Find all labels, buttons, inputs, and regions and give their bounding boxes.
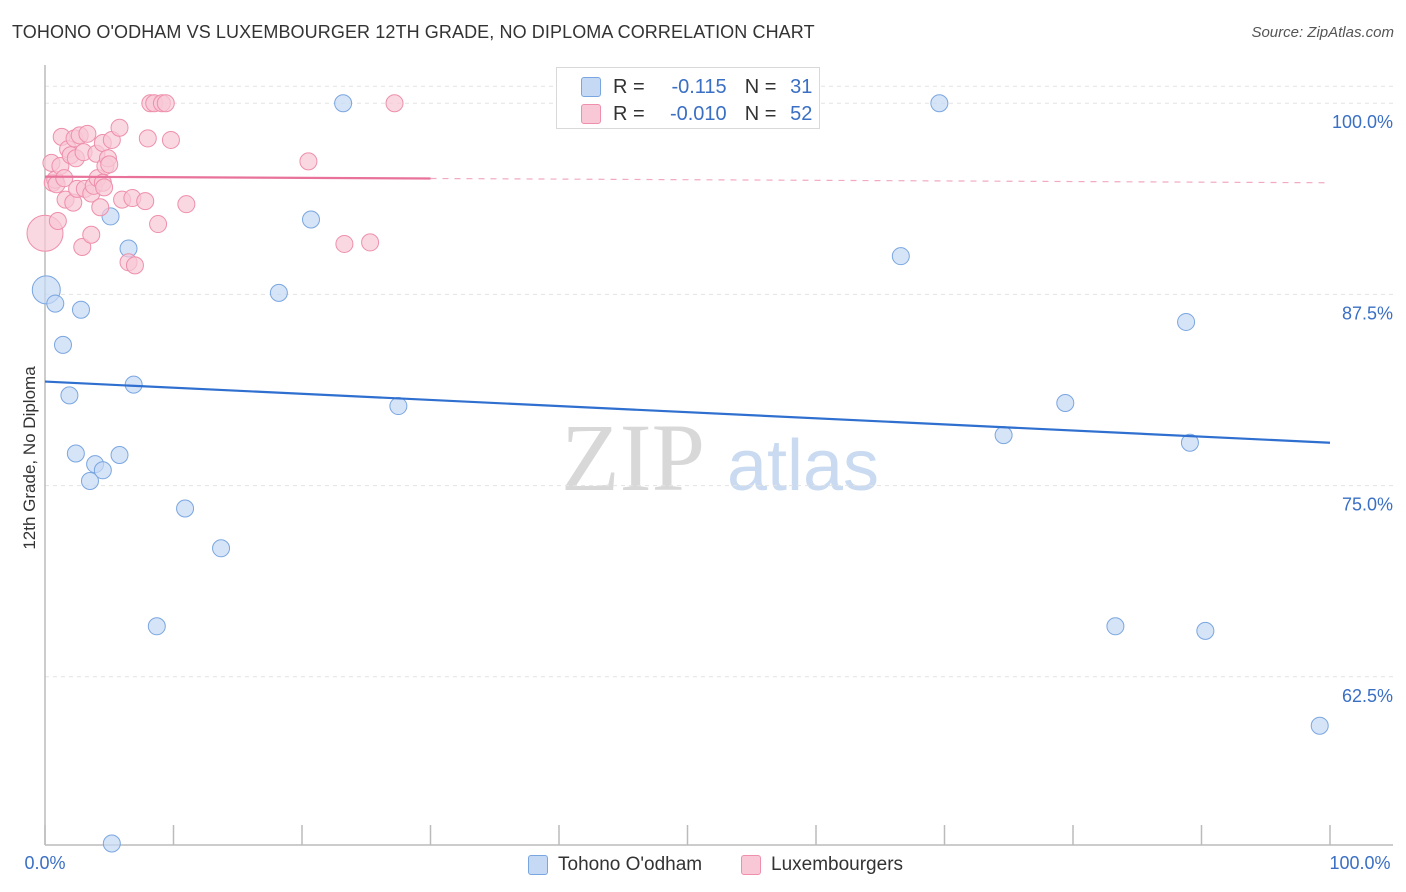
data-point-tohono: [176, 499, 195, 518]
bottom-legend-swatch-blue: [528, 855, 548, 875]
data-point-tohono: [53, 335, 72, 354]
data-point-luxembourger: [82, 225, 101, 244]
x-tick-label: 100.0%: [1329, 853, 1390, 873]
data-point-luxembourger: [91, 198, 110, 217]
data-point-luxembourger: [161, 130, 180, 149]
legend-row-tohono: R = -0.115 N = 31: [581, 75, 812, 99]
data-point-tohono: [80, 472, 99, 490]
data-point-tohono: [212, 539, 231, 558]
source-label: Source: ZipAtlas.com: [1251, 24, 1394, 41]
data-point-tohono: [334, 94, 353, 113]
data-point-tohono: [1196, 621, 1215, 640]
legend-n-label: N =: [744, 75, 777, 98]
bottom-legend-tohono: Tohono O'odham: [528, 852, 702, 878]
data-point-luxembourger: [136, 192, 155, 211]
data-point-luxembourger: [156, 94, 175, 113]
data-point-luxembourger: [55, 169, 74, 188]
data-point-tohono: [1310, 716, 1329, 735]
data-point-tohono: [102, 834, 121, 853]
data-point-tohono: [60, 386, 79, 405]
correlation-legend: R = -0.115 N = 31 R = -0.010 N = 52: [556, 67, 820, 129]
y-tick-label: 100.0%: [1332, 112, 1393, 132]
legend-row-luxembourgers: R = -0.010 N = 52: [581, 102, 812, 126]
data-point-luxembourger: [125, 256, 144, 275]
data-point-luxembourger: [110, 118, 129, 137]
bottom-legend-label: Tohono O'odham: [558, 854, 703, 875]
data-point-tohono: [93, 461, 112, 480]
data-point-luxembourger: [299, 152, 318, 171]
data-point-tohono: [46, 294, 65, 313]
series-tohono: [31, 94, 1329, 853]
x-tick-label: 0.0%: [24, 853, 65, 873]
bottom-legend-luxembourgers: Luxembourgers: [741, 852, 903, 878]
data-point-tohono: [1056, 394, 1075, 412]
legend-r-label: R =: [613, 102, 645, 125]
data-point-luxembourger: [78, 124, 97, 143]
data-point-tohono: [891, 247, 910, 266]
bottom-legend-swatch-pink: [741, 855, 761, 875]
chart-title: TOHONO O'ODHAM VS LUXEMBOURGER 12TH GRAD…: [12, 22, 815, 42]
legend-n-label: N =: [744, 102, 777, 125]
data-point-tohono: [930, 94, 949, 113]
legend-r-label: R =: [613, 75, 645, 98]
data-point-tohono: [1106, 617, 1125, 636]
data-point-tohono: [71, 300, 90, 319]
trend-line-luxembourger-dashed: [430, 177, 1331, 184]
data-point-luxembourger: [95, 178, 114, 197]
data-point-luxembourger: [335, 234, 354, 253]
data-point-luxembourger: [138, 129, 157, 148]
data-point-luxembourger: [73, 238, 92, 256]
legend-swatch-pink: [581, 104, 601, 124]
watermark-zip: ZIP: [561, 404, 705, 511]
data-point-tohono: [66, 444, 85, 463]
y-tick-label: 87.5%: [1342, 303, 1393, 323]
data-point-tohono: [1180, 433, 1199, 452]
legend-n-value: 31: [790, 75, 813, 98]
series-luxembourger: [26, 94, 404, 275]
y-tick-label: 75.0%: [1342, 495, 1393, 515]
data-point-tohono: [301, 210, 320, 229]
data-point-tohono: [110, 446, 129, 464]
data-point-luxembourger: [149, 215, 168, 234]
trend-line-luxembourger: [44, 175, 431, 180]
legend-r-value: -0.115: [671, 75, 727, 98]
data-point-tohono: [147, 617, 166, 636]
data-point-luxembourger: [385, 94, 404, 113]
y-tick-label: 62.5%: [1342, 686, 1393, 706]
data-point-luxembourger: [177, 195, 196, 214]
watermark-atlas: atlas: [727, 426, 879, 506]
legend-r-value: -0.010: [669, 102, 727, 125]
trend-line-tohono: [44, 380, 1331, 444]
legend-n-value: 52: [790, 102, 813, 125]
data-point-tohono: [269, 283, 288, 302]
data-point-luxembourger: [100, 155, 119, 174]
data-point-tohono: [1177, 312, 1196, 331]
bottom-legend-label: Luxembourgers: [771, 854, 904, 875]
data-point-luxembourger: [48, 212, 67, 230]
data-point-luxembourger: [361, 233, 380, 252]
data-point-tohono: [389, 397, 408, 416]
data-point-tohono: [994, 426, 1013, 445]
legend-swatch-blue: [581, 77, 601, 97]
